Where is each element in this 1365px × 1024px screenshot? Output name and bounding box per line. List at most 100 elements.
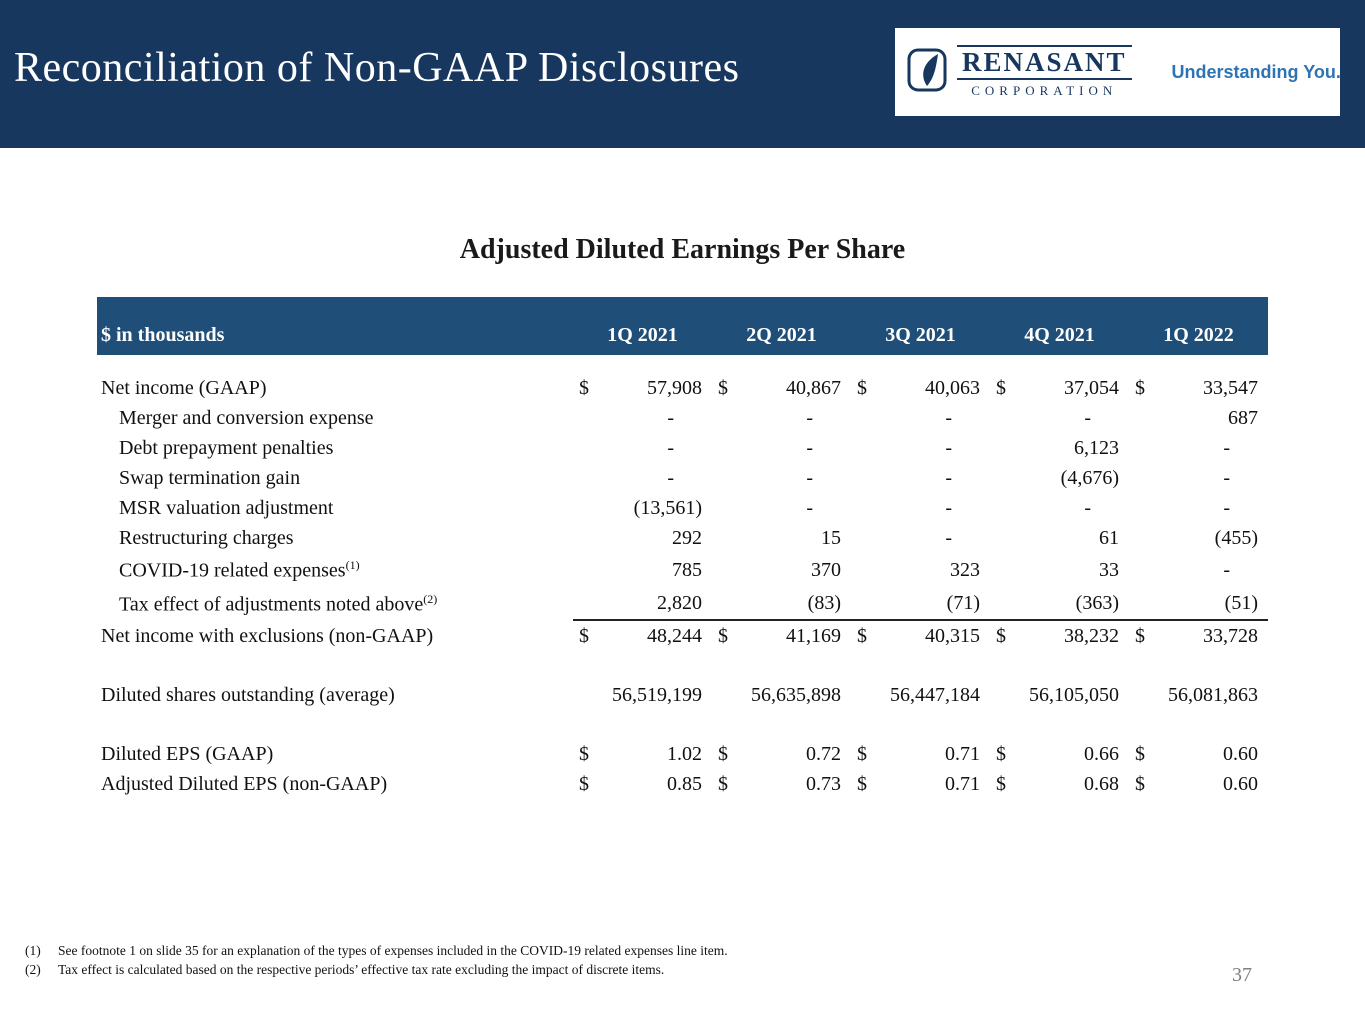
- value-cell: -: [851, 527, 990, 550]
- cell-value: 0.68: [1084, 772, 1119, 795]
- cell-value: 0.60: [1223, 772, 1258, 795]
- value-cell: $33,547: [1129, 377, 1268, 400]
- cell-value: 56,635,898: [751, 683, 841, 706]
- table-row: Net income with exclusions (non-GAAP) $48…: [97, 621, 1268, 651]
- cell-value: 56,519,199: [612, 683, 702, 706]
- table-row: Adjusted Diluted EPS (non-GAAP) $0.85 $0.7…: [97, 769, 1268, 799]
- dollar-sign: $: [857, 376, 867, 399]
- cell-value: 40,315: [925, 624, 980, 647]
- cell-value: -: [1084, 406, 1091, 429]
- cell-value: 1.02: [667, 742, 702, 765]
- cell-value: -: [945, 466, 952, 489]
- dollar-sign: $: [579, 624, 589, 647]
- cell-value: (51): [1224, 591, 1258, 614]
- value-cell: (455): [1129, 527, 1268, 550]
- value-cell: $37,054: [990, 377, 1129, 400]
- cell-value: 33: [1099, 558, 1119, 581]
- dollar-sign: $: [996, 624, 1006, 647]
- table-row: Diluted shares outstanding (average) 56,5…: [97, 680, 1268, 710]
- column-headers: 1Q 2021 2Q 2021 3Q 2021 4Q 2021 1Q 2022: [573, 324, 1268, 347]
- cell-value: 48,244: [647, 624, 702, 647]
- dollar-sign: $: [718, 376, 728, 399]
- value-cell: $0.60: [1129, 743, 1268, 766]
- value-cell: $0.71: [851, 743, 990, 766]
- value-cell: -: [712, 437, 851, 460]
- cell-value: 41,169: [786, 624, 841, 647]
- row-label: Swap termination gain: [119, 466, 301, 489]
- footnote-text: See footnote 1 on slide 35 for an explan…: [58, 943, 728, 958]
- row-label: Debt prepayment penalties: [119, 436, 334, 459]
- value-cell: (4,676): [990, 467, 1129, 490]
- cell-value: -: [806, 406, 813, 429]
- value-cell: $0.73: [712, 773, 851, 796]
- dollar-sign: $: [1135, 376, 1145, 399]
- cell-value: 0.72: [806, 742, 841, 765]
- cell-value: 323: [950, 558, 980, 581]
- cell-value: 38,232: [1064, 624, 1119, 647]
- value-cell: 687: [1129, 407, 1268, 430]
- value-cell: 323: [851, 559, 990, 582]
- value-cell: -: [990, 407, 1129, 430]
- value-cell: $1.02: [573, 743, 712, 766]
- dollar-sign: $: [857, 624, 867, 647]
- value-cell: 56,081,863: [1129, 684, 1268, 707]
- dollar-sign: $: [579, 376, 589, 399]
- cell-value: -: [806, 496, 813, 519]
- cell-value: 33,728: [1203, 624, 1258, 647]
- table-row: COVID-19 related expenses(1) 785 370 323 33 -: [97, 553, 1268, 587]
- value-cell: $0.66: [990, 743, 1129, 766]
- dollar-sign: $: [857, 772, 867, 795]
- column-header: 1Q 2022: [1163, 324, 1234, 346]
- table-row: Tax effect of adjustments noted above(2)…: [97, 587, 1268, 621]
- header-banner: Reconciliation of Non-GAAP Disclosures R…: [0, 0, 1365, 148]
- value-cell: (83): [712, 592, 851, 615]
- cell-value: -: [1223, 496, 1230, 519]
- cell-value: 40,063: [925, 376, 980, 399]
- logo-subtitle: CORPORATION: [971, 83, 1118, 99]
- cell-value: -: [1084, 496, 1091, 519]
- cell-value: 370: [811, 558, 841, 581]
- footnote-number: (2): [25, 962, 41, 977]
- value-cell: -: [851, 407, 990, 430]
- page-number: 37: [1232, 964, 1252, 986]
- row-label: Diluted shares outstanding (average): [101, 683, 395, 706]
- value-cell: 15: [712, 527, 851, 550]
- column-header: 1Q 2021: [607, 324, 678, 346]
- table-header-row: $ in thousands 1Q 2021 2Q 2021 3Q 2021 4Q 2…: [97, 297, 1268, 355]
- table-row: Net income (GAAP) $57,908 $40,867 $40,063 $3…: [97, 373, 1268, 403]
- unit-label: $ in thousands: [101, 324, 225, 346]
- row-label: Merger and conversion expense: [119, 406, 374, 429]
- footnote-1: (1) See footnote 1 on slide 35 for an ex…: [25, 941, 728, 960]
- cell-value: (363): [1075, 591, 1119, 614]
- eps-reconciliation-table: $ in thousands 1Q 2021 2Q 2021 3Q 2021 4Q 2…: [97, 297, 1268, 799]
- dollar-sign: $: [1135, 772, 1145, 795]
- cell-value: 0.85: [667, 772, 702, 795]
- value-cell: 33: [990, 559, 1129, 582]
- row-label: Diluted EPS (GAAP): [101, 742, 274, 765]
- value-cell: -: [1129, 559, 1268, 582]
- leaf-icon: [907, 47, 947, 98]
- cell-value: 0.60: [1223, 742, 1258, 765]
- dollar-sign: $: [579, 772, 589, 795]
- cell-value: 15: [821, 526, 841, 549]
- value-cell: -: [851, 467, 990, 490]
- value-cell: 56,105,050: [990, 684, 1129, 707]
- column-header: 2Q 2021: [746, 324, 817, 346]
- cell-value: 0.71: [945, 742, 980, 765]
- cell-value: 0.71: [945, 772, 980, 795]
- table-row: Debt prepayment penalties - - - 6,123 -: [97, 433, 1268, 463]
- cell-value: 687: [1228, 406, 1258, 429]
- value-cell: $40,867: [712, 377, 851, 400]
- footnote-marker: (2): [423, 591, 438, 606]
- cell-value: 0.66: [1084, 742, 1119, 765]
- value-cell: $33,728: [1129, 625, 1268, 648]
- table-title: Adjusted Diluted Earnings Per Share: [459, 234, 906, 265]
- cell-value: -: [1223, 466, 1230, 489]
- value-cell: $48,244: [573, 625, 712, 648]
- logo-wordmark: RENASANT CORPORATION: [957, 44, 1132, 100]
- cell-value: 56,447,184: [890, 683, 980, 706]
- dollar-sign: $: [718, 772, 728, 795]
- footnotes: (1) See footnote 1 on slide 35 for an ex…: [25, 941, 728, 979]
- value-cell: $0.60: [1129, 773, 1268, 796]
- value-cell: 292: [573, 527, 712, 550]
